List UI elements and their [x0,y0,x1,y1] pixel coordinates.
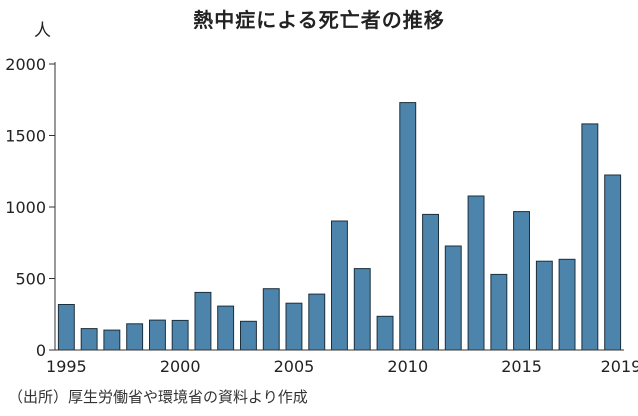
x-tick-label: 2005 [274,357,315,376]
bar-2004 [262,288,280,351]
bar-2016 [535,260,553,351]
bar-2006 [308,293,326,351]
bar-2005 [285,302,303,351]
bar-1999 [149,319,166,351]
bar-1997 [103,329,121,351]
y-axis-unit-label: 人 [34,21,51,41]
bar-2019 [604,174,622,351]
bar-2003 [240,320,257,351]
bar-2015 [513,211,530,351]
bar-2000 [171,319,189,351]
bar-2011 [422,213,440,351]
bar-2010 [399,102,417,351]
bar-2007 [331,220,348,351]
bar-2008 [353,268,371,351]
bar-2018 [581,123,599,351]
bar-2001 [194,291,212,351]
bar-2002 [217,305,235,351]
y-tick-label: 1000 [5,198,46,217]
x-tick-label: 2000 [160,357,201,376]
bar-2009 [376,315,394,351]
y-tick-label: 1500 [5,127,46,146]
bar-2012 [444,245,462,351]
bar-2013 [467,195,485,351]
bar-2014 [490,273,508,351]
bar-1996 [80,328,98,351]
x-tick-label: 2010 [387,357,428,376]
x-tick-label: 2015 [501,357,542,376]
bar-1998 [126,323,144,351]
y-tick-label: 0 [36,341,46,360]
source-note: （出所）厚生労働省や環境省の資料より作成 [8,388,308,406]
x-tick-label: 1995 [46,357,87,376]
y-tick-label: 2000 [5,55,46,74]
chart-title: 熱中症による死亡者の推移 [193,8,445,32]
bar-1995 [57,304,75,351]
y-tick-label: 500 [15,270,46,289]
x-tick-label: 2019年 [601,357,638,376]
bar-2017 [558,258,576,351]
